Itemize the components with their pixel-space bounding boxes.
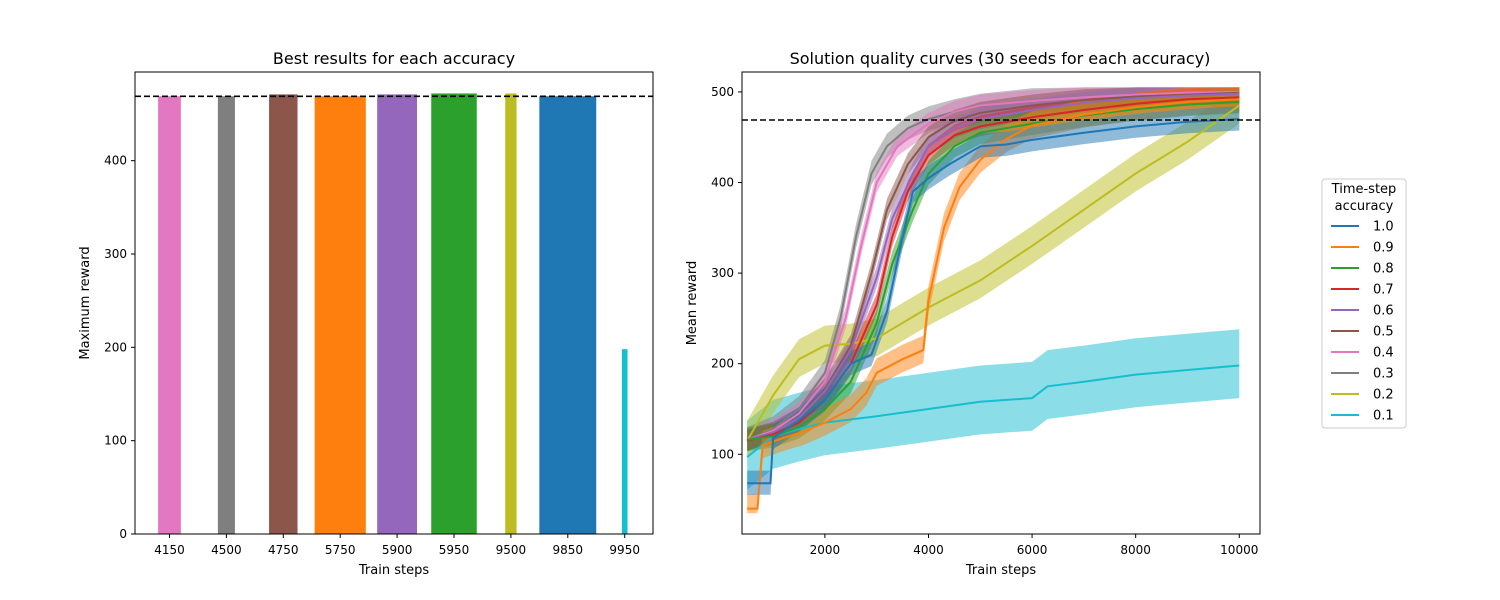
band-0.1	[747, 329, 1240, 490]
bar-chart-y-tick-label: 400	[104, 154, 127, 168]
series-line-0.9	[747, 98, 1240, 510]
line-chart-x-tick-label: 2000	[810, 543, 841, 557]
band-0.2	[747, 87, 1240, 459]
legend-label-0.3: 0.3	[1373, 367, 1394, 382]
bar-chart-x-tick-label: 9500	[496, 543, 527, 557]
line-chart-x-tick-label: 4000	[913, 543, 944, 557]
bar-chart-x-tick-label: 9850	[553, 543, 584, 557]
bar-9500	[505, 93, 517, 534]
bar-chart-x-tick-label: 4750	[268, 543, 299, 557]
series-line-0.2	[746, 104, 1240, 442]
legend-label-0.8: 0.8	[1373, 262, 1394, 277]
line-chart-frame	[741, 71, 1261, 535]
line-chart-y-tick-label: 400	[711, 176, 734, 190]
bar-chart-x-tick-label: 5900	[382, 543, 413, 557]
legend-title-line-2: accuracy	[1335, 199, 1394, 214]
bar-5900	[377, 94, 418, 535]
bar-chart-title: Best results for each accuracy	[273, 49, 515, 68]
bar-chart-x-tick-label: 5750	[325, 543, 356, 557]
legend-label-0.6: 0.6	[1373, 304, 1394, 319]
line-chart-x-tick-label: 10000	[1220, 543, 1258, 557]
series-line-0.4	[746, 90, 1240, 441]
bar-chart-x-tick-label: 9950	[609, 543, 640, 557]
legend-label-0.7: 0.7	[1373, 283, 1394, 298]
legend: Time-step accuracy 1.0 0.9 0.8 0.7 0.6 0.5 0.4…	[1321, 178, 1407, 429]
bar-chart-y-tick-label: 300	[104, 247, 127, 261]
legend-entries: 1.0 0.9 0.8 0.7 0.6 0.5 0.4 0.3 0.2 0.1	[1331, 220, 1394, 424]
bar-4750	[269, 94, 298, 535]
line-chart: Solution quality curves (30 seeds for ea…	[685, 49, 1261, 578]
legend-title-line-1: Time-step	[1331, 182, 1397, 197]
line-chart-x-tick-label: 6000	[1017, 543, 1048, 557]
bar-chart-y-tick-label: 200	[104, 340, 127, 354]
series-line-0.8	[747, 100, 1240, 441]
line-chart-y-tick-label: 100	[711, 447, 734, 461]
bar-9850	[539, 96, 597, 535]
bar-chart-y-tick-label: 100	[104, 434, 127, 448]
line-chart-y-tick-label: 300	[711, 266, 734, 280]
bar-chart-x-tick-label: 4150	[154, 543, 185, 557]
legend-label-1.0: 1.0	[1373, 220, 1394, 235]
line-chart-y-tick-label: 200	[711, 357, 734, 371]
legend-label-0.4: 0.4	[1373, 346, 1394, 361]
bar-chart-x-tick-label: 4500	[211, 543, 242, 557]
series-line-0.1	[746, 364, 1240, 458]
bar-chart-x-tick-label: 5950	[439, 543, 470, 557]
bar-4150	[158, 96, 181, 535]
bar-5950	[431, 93, 477, 534]
bar-9950	[621, 349, 628, 534]
line-chart-y-tick-label: 500	[711, 85, 734, 99]
line-chart-y-axis-label: Mean reward	[685, 261, 700, 346]
legend-label-0.2: 0.2	[1373, 388, 1394, 403]
series-line-0.7	[746, 96, 1240, 442]
line-chart-title: Solution quality curves (30 seeds for ea…	[790, 49, 1211, 68]
legend-label-0.1: 0.1	[1373, 409, 1394, 424]
legend-box	[1321, 178, 1407, 429]
bar-4500	[217, 96, 235, 535]
line-chart-x-axis-label: Train steps	[965, 563, 1036, 578]
legend-label-0.9: 0.9	[1373, 241, 1394, 256]
series-line-1.0	[747, 118, 1240, 485]
bar-chart-x-axis-label: Train steps	[358, 563, 429, 578]
series-line-0.6	[746, 92, 1240, 441]
bar-chart-y-tick-label: 0	[119, 527, 127, 541]
legend-label-0.5: 0.5	[1373, 325, 1394, 340]
bar-chart-y-axis-label: Maximum reward	[78, 246, 93, 359]
bar-5750	[314, 96, 366, 535]
line-chart-plot-area: 2000 4000 6000 8000 10000 100 200 300 400 500	[711, 85, 1260, 557]
bar-chart-plot-area: 0 100 200 300 400 4150 4500 4750 5750 5900 5950 950…	[104, 93, 653, 557]
bar-chart: Best results for each accuracy 0 100 200 30…	[78, 49, 654, 578]
line-chart-x-tick-label: 8000	[1120, 543, 1151, 557]
bar-chart-frame	[134, 71, 654, 535]
